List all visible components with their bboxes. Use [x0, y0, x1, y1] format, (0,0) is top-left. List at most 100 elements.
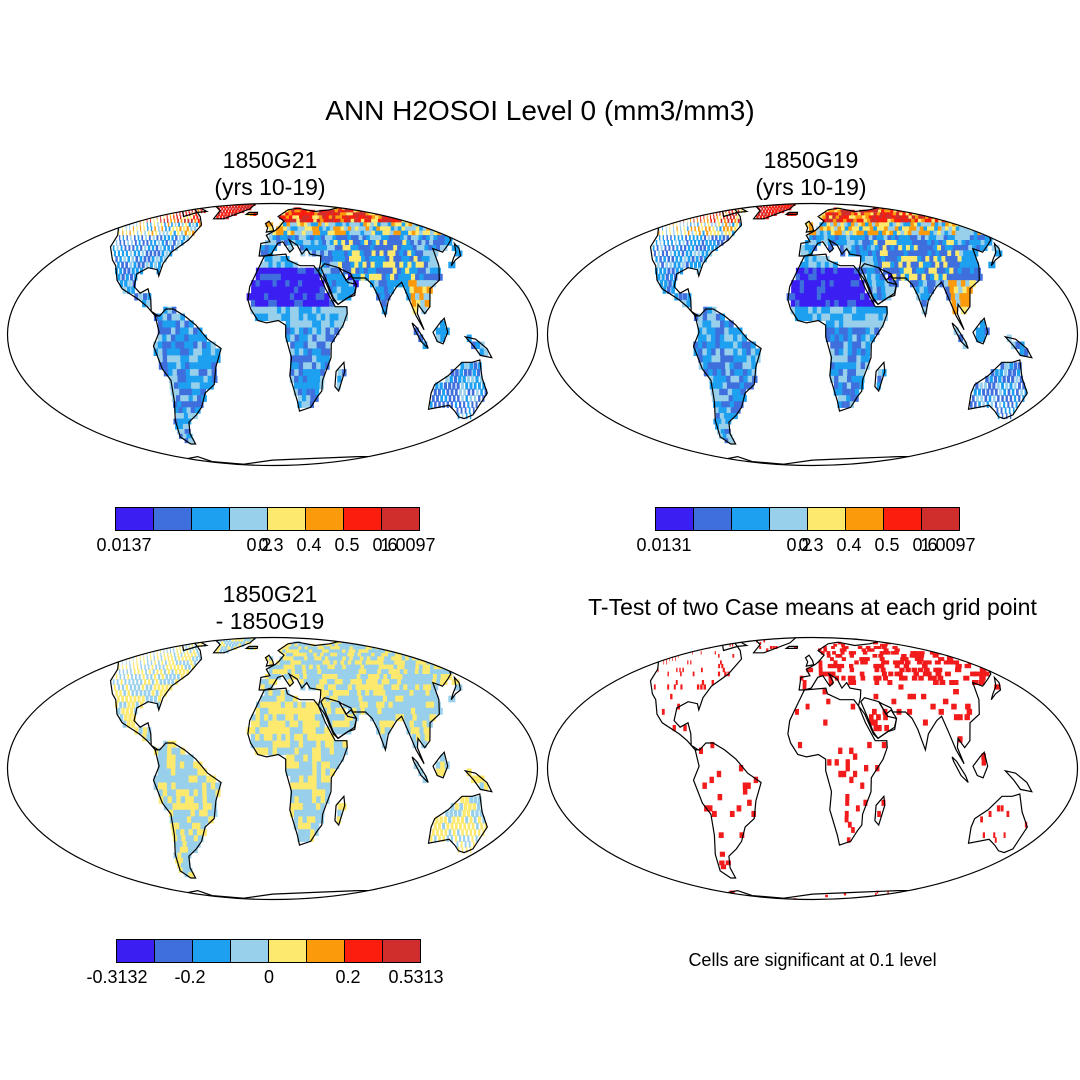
grid-cell	[698, 230, 701, 236]
grid-cell	[163, 306, 168, 315]
grid-cell	[193, 327, 199, 336]
grid-cell	[720, 240, 724, 246]
grid-cell	[157, 341, 163, 350]
grid-cell	[178, 669, 182, 675]
grid-cell	[383, 684, 390, 691]
grid-cell	[989, 375, 993, 383]
grid-cell	[869, 299, 875, 308]
grid-cell	[435, 327, 441, 336]
grid-cell	[281, 280, 286, 288]
coastline-north-america	[87, 205, 203, 317]
grid-cell	[710, 334, 716, 343]
grid-cell	[138, 727, 143, 735]
grid-cell	[986, 209, 997, 214]
grid-cell	[669, 250, 673, 257]
grid-cell	[387, 695, 394, 703]
grid-cell	[892, 240, 899, 246]
grid-cell	[411, 669, 419, 675]
grid-cell	[330, 245, 337, 251]
grid-cell	[997, 222, 1007, 227]
grid-cell	[686, 212, 688, 216]
grid-cell	[288, 261, 294, 269]
grid-cell	[411, 261, 419, 269]
grid-cell	[949, 267, 956, 275]
grid-cell	[120, 679, 123, 685]
grid-cell	[1001, 395, 1004, 402]
grid-cell	[135, 256, 139, 263]
grid-cell	[630, 212, 634, 216]
grid-cell	[413, 646, 422, 650]
grid-cell	[924, 209, 932, 214]
grid-cell	[1003, 401, 1006, 408]
grid-cell	[351, 205, 358, 208]
grid-cell	[913, 222, 921, 227]
grid-cell	[385, 245, 392, 251]
grid-cell	[819, 215, 824, 220]
grid-cell	[664, 280, 668, 288]
grid-cell	[820, 256, 826, 263]
grid-cell	[827, 230, 832, 236]
grid-cell	[328, 656, 334, 661]
grid-cell	[1030, 423, 1032, 430]
grid-cell	[179, 413, 186, 420]
grid-cell	[264, 245, 270, 251]
grid-cell	[321, 261, 327, 269]
grid-cell	[866, 226, 872, 232]
grid-cell	[328, 235, 335, 241]
grid-cell	[156, 218, 158, 224]
grid-cell	[853, 267, 860, 275]
grid-cell	[660, 245, 663, 251]
grid-cell	[371, 240, 379, 246]
grid-cell	[329, 299, 335, 308]
grid-cell	[834, 327, 840, 336]
map-field	[623, 202, 1050, 466]
grid-cell	[417, 240, 425, 246]
grid-cell	[506, 413, 507, 420]
grid-cell	[994, 401, 998, 408]
grid-cell	[365, 639, 373, 642]
grid-cell	[456, 209, 466, 214]
grid-cell	[759, 209, 762, 214]
grid-cell	[672, 222, 674, 227]
grid-cell	[378, 664, 386, 670]
colorbar-swatch	[693, 507, 732, 531]
grid-cell	[302, 215, 308, 220]
grid-cell	[303, 334, 309, 343]
grid-cell	[172, 207, 174, 211]
grid-cell	[325, 643, 331, 648]
grid-cell	[382, 695, 390, 703]
grid-cell	[127, 256, 130, 263]
grid-cell	[855, 286, 861, 294]
grid-cell	[812, 261, 818, 269]
grid-cell	[294, 348, 300, 356]
grid-cell	[158, 261, 162, 269]
grid-cell	[171, 235, 174, 241]
grid-cell	[301, 660, 306, 666]
grid-cell	[116, 207, 120, 211]
grid-cell	[272, 286, 278, 294]
grid-cell	[440, 660, 449, 666]
grid-cell	[422, 218, 431, 224]
grid-cell	[697, 222, 699, 227]
grid-cell	[155, 664, 158, 670]
grid-cell	[958, 334, 964, 343]
grid-cell	[442, 212, 452, 216]
grid-cell	[326, 660, 332, 666]
grid-cell	[484, 388, 488, 396]
colorbar-tick-label: 0.2	[786, 535, 812, 555]
grid-cell	[928, 267, 935, 275]
grid-cell	[175, 313, 181, 322]
grid-cell	[390, 707, 397, 715]
grid-cell	[169, 641, 171, 645]
grid-cell	[776, 202, 778, 204]
grid-cell	[260, 679, 266, 685]
grid-cell	[957, 267, 965, 275]
grid-cell	[903, 222, 910, 227]
grid-cell	[812, 267, 818, 275]
grid-cell	[183, 660, 186, 666]
grid-cell	[297, 401, 302, 408]
grid-cell	[970, 401, 973, 408]
grid-cell	[311, 369, 317, 377]
grid-cell	[847, 348, 853, 356]
grid-cell	[834, 355, 840, 363]
